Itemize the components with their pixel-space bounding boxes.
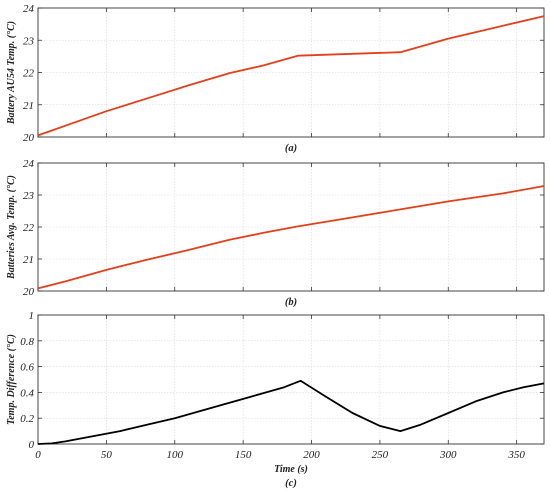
y-tick-label: 0.6 xyxy=(20,362,34,374)
x-tick-label: 100 xyxy=(167,449,184,461)
y-axis-label: Batteries Avg. Temp. (°C) xyxy=(6,175,17,280)
y-tick-label: 20 xyxy=(23,286,35,298)
y-tick-label: 23 xyxy=(23,35,35,47)
y-tick-label: 24 xyxy=(23,158,35,170)
y-tick-label: 0.8 xyxy=(20,336,34,348)
y-axis-label: Temp. Difference (°C) xyxy=(6,334,17,425)
y-tick-label: 0.4 xyxy=(20,387,34,399)
x-tick-label: 0 xyxy=(35,449,41,461)
y-tick-label: 21 xyxy=(23,254,34,266)
x-tick-label: 300 xyxy=(439,449,457,461)
panel-3: 0 0.2 0.4 0.6 0.8 1 0 50 100 150 200 250 300 350 Temp.… xyxy=(6,310,545,489)
y-tick-label: 23 xyxy=(23,190,35,202)
panel-caption: (c) xyxy=(285,478,297,489)
series-line xyxy=(37,379,545,445)
y-tick-label: 21 xyxy=(23,100,34,112)
series-line xyxy=(37,185,545,290)
plot-frame xyxy=(37,314,545,445)
x-tick-label: 350 xyxy=(507,449,525,461)
panel-caption: (b) xyxy=(285,297,297,308)
x-axis-label: Time (s) xyxy=(274,464,308,475)
x-tick-label: 150 xyxy=(235,449,252,461)
y-tick-label: 1 xyxy=(29,310,35,322)
series-line xyxy=(37,15,545,137)
y-tick-label: 0 xyxy=(29,439,35,451)
y-tick-label: 22 xyxy=(23,68,35,80)
panel-1: 20 21 22 23 24 Battery AU54 Temp. (°C) (a) xyxy=(6,3,545,154)
x-tick-label: 200 xyxy=(303,449,320,461)
x-tick-label: 50 xyxy=(101,449,113,461)
y-tick-label: 20 xyxy=(23,132,35,144)
panels: 20 21 22 23 24 Battery AU54 Temp. (°C) (a) 20 21… xyxy=(6,3,545,489)
panel-2: 20 21 22 23 24 Batteries Avg. Temp. (°C) (b) xyxy=(6,158,545,308)
y-tick-label: 0.2 xyxy=(20,413,34,425)
y-tick-label: 24 xyxy=(23,3,35,15)
panel-caption: (a) xyxy=(285,143,297,154)
y-tick-label: 22 xyxy=(23,222,35,234)
y-axis-label: Battery AU54 Temp. (°C) xyxy=(6,21,17,125)
x-tick-label: 250 xyxy=(372,449,389,461)
